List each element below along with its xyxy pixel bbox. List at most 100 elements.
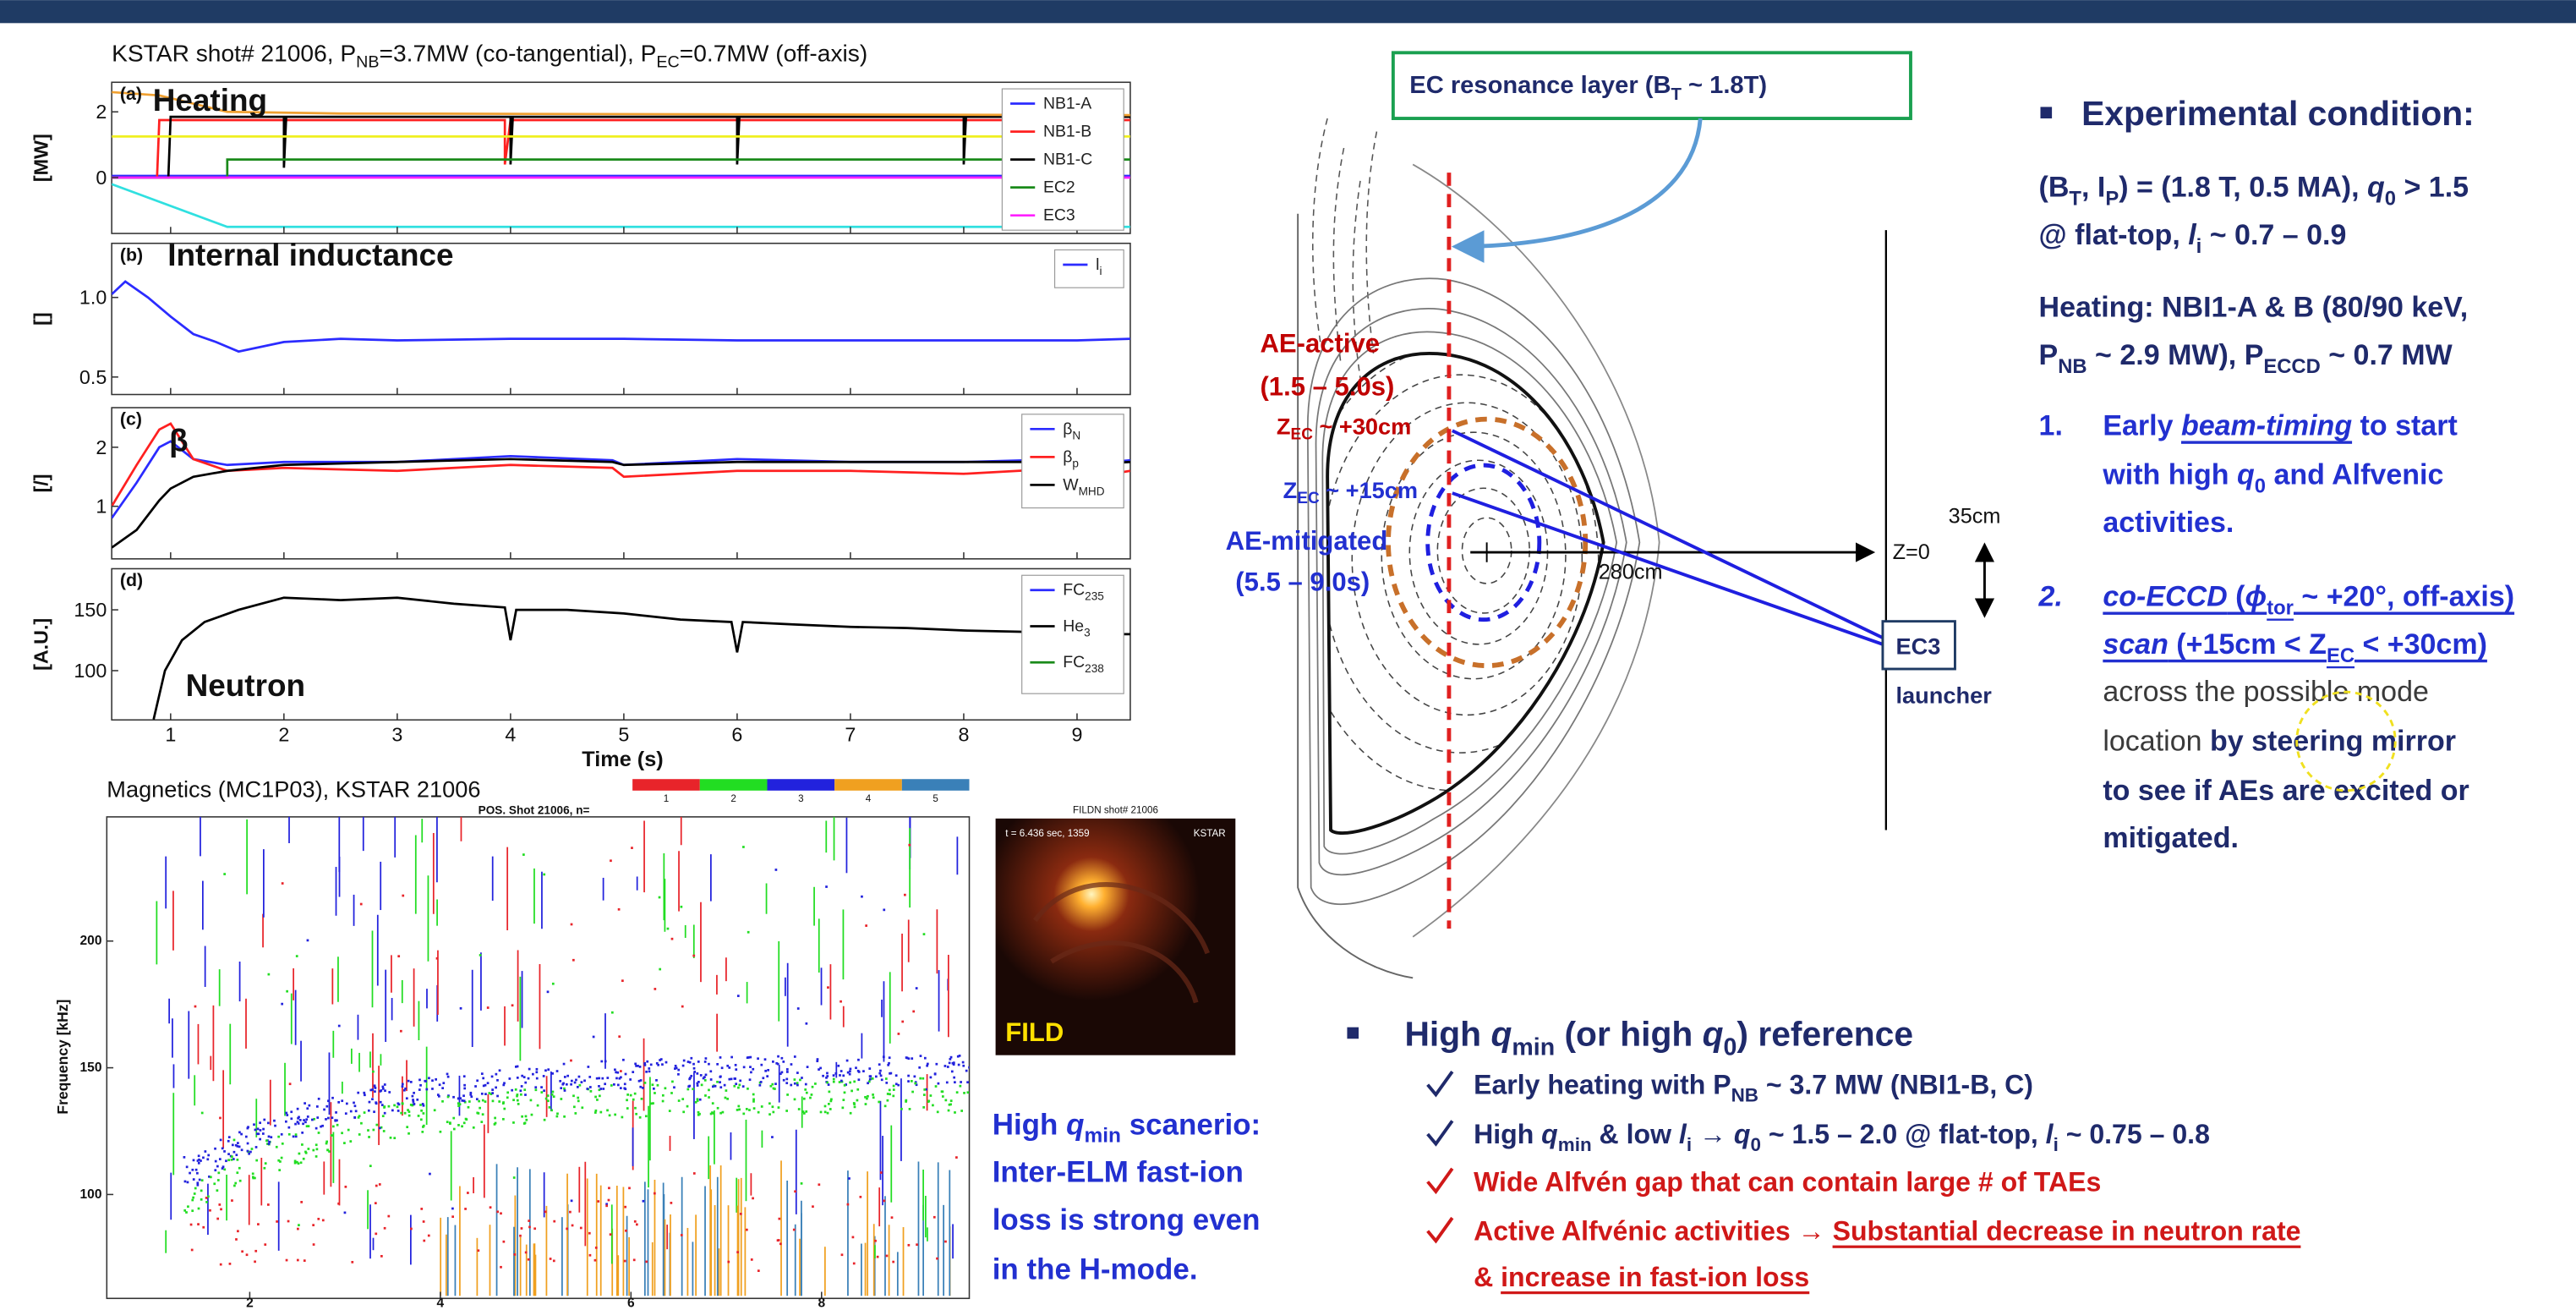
spectrogram-dot [500,1212,502,1214]
text-run: High [1404,1014,1490,1053]
spectrogram-dot [878,1101,880,1104]
spectrogram-dot [491,1088,494,1091]
spectrogram-dot [734,1077,736,1080]
spectrogram-dot [742,1085,745,1088]
spectrogram-dot [916,987,918,989]
spectrogram-dot [760,1081,763,1083]
spectrogram-dot [516,1095,518,1098]
spectrogram-dot [747,1088,749,1090]
text-run: ) = (1.8 T, 0.5 MA), [2119,172,2367,204]
spectrogram-dot [581,1081,583,1083]
spectrogram-dot [220,1139,222,1142]
spectrogram-dot [371,1088,374,1091]
spectrogram-dot [703,1076,706,1078]
spectrogram-dot [551,1093,554,1096]
spectrogram-dot [209,1209,211,1212]
spectrogram-dot [762,1077,764,1079]
spectrogram-dot [719,1076,722,1078]
spectrogram-dot [502,1102,505,1104]
spectrogram-dot [608,1187,610,1189]
text-run: p [1072,457,1079,469]
spectrogram-title: Magnetics (MC1P03), KSTAR 21006 [107,776,480,802]
spectrogram-dot [689,1077,692,1079]
spectrogram-dot [681,1006,684,1008]
spectrogram-dot [578,1076,581,1078]
spectrogram-dot [552,1091,555,1093]
spectrogram-dot [847,1072,850,1074]
spectrogram-dot [302,1122,304,1125]
spectrogram-dot [522,853,525,856]
text-run: NB1-B [1043,123,1091,141]
text-run: EC [1297,490,1320,507]
spectrogram-dot [818,1068,820,1071]
text-run: EC3 [1043,206,1075,225]
spectrogram-dot [742,1113,745,1115]
item-line: across the possible mode [2103,676,2429,708]
spectrogram-dot [186,1165,189,1168]
spectrogram-dot [431,1088,434,1090]
spectrogram-dot [465,1118,468,1121]
spectrogram-dot [812,1205,814,1208]
item-line: to see if AEs are excited or [2103,775,2469,807]
spectrogram-dot [276,1220,278,1223]
fild-note: in the H-mode. [993,1252,1198,1285]
spectrogram-dot [228,1136,231,1138]
spectrogram-dot [281,1157,283,1159]
spectrogram-dot [279,1160,282,1163]
spectrogram-dot [285,1121,287,1123]
spectrogram-dot [857,1059,860,1061]
spectrogram-dot [418,1079,421,1082]
text-run: , I [2081,172,2105,204]
spectrogram-dot [452,1117,455,1120]
text-run: & [1474,1262,1501,1292]
spectrogram-dot [439,1083,441,1086]
spectrogram-dot [712,1085,714,1088]
spectrogram-dot [840,1080,843,1083]
spectrogram-dot [550,1109,553,1111]
spectrogram-dot [825,885,828,888]
spectrogram-dot [880,1171,883,1174]
text-run: Z [1277,413,1291,439]
text-run: and Alfvenic [2266,459,2443,491]
spectrogram-dot [402,1085,404,1088]
y-tick-label: 200 [80,934,102,948]
spectrogram-dot [512,1121,515,1124]
x-tick-label: 7 [845,724,856,746]
fild-title: FILDN shot# 21006 [1073,805,1158,816]
spectrogram-dot [495,1087,497,1089]
spectrogram-dot [463,1088,466,1090]
spectrogram-dot [872,1093,874,1096]
text-run: ~ 2.9 MW), P [2087,339,2264,371]
spectrogram-dot [726,1065,729,1067]
y-axis-label: [MW] [30,134,52,182]
spectrogram-dot [375,1101,377,1104]
spectrogram-dot [596,1077,599,1080]
spectrogram-dot [742,846,745,848]
spectrogram-dot [730,1056,733,1059]
spectrogram-dot [482,1113,484,1115]
spectrogram-dot [844,1084,846,1087]
spectrogram-dot [325,1118,327,1121]
colorbar-cell [767,779,834,791]
spectrogram-dot [911,1091,914,1093]
spectrogram-dot [478,1100,480,1103]
spectrogram-dot [199,1179,201,1181]
spectrogram-dot [406,1097,408,1099]
spectrogram-dot [877,1256,879,1258]
bullet [1347,1028,1359,1039]
spectrogram-dot [460,1007,462,1010]
spectrogram-dot [722,1111,725,1114]
spectrogram-dot [737,1087,740,1089]
spectrogram-dot [828,1083,830,1086]
spectrogram-dot [214,1148,216,1150]
spectrogram-dot [282,882,284,885]
spectrogram-dot [867,1082,869,1084]
spectrogram-dot [841,1253,844,1256]
spectrogram-dot [440,1131,442,1133]
spectrogram-dot [955,1156,958,1159]
spectrogram-dot [496,1079,499,1082]
spectrogram-dot [382,1115,385,1117]
spectrogram-dot [659,896,661,899]
spectrogram-dot [297,1228,299,1231]
spectrogram-dot [194,1006,197,1008]
